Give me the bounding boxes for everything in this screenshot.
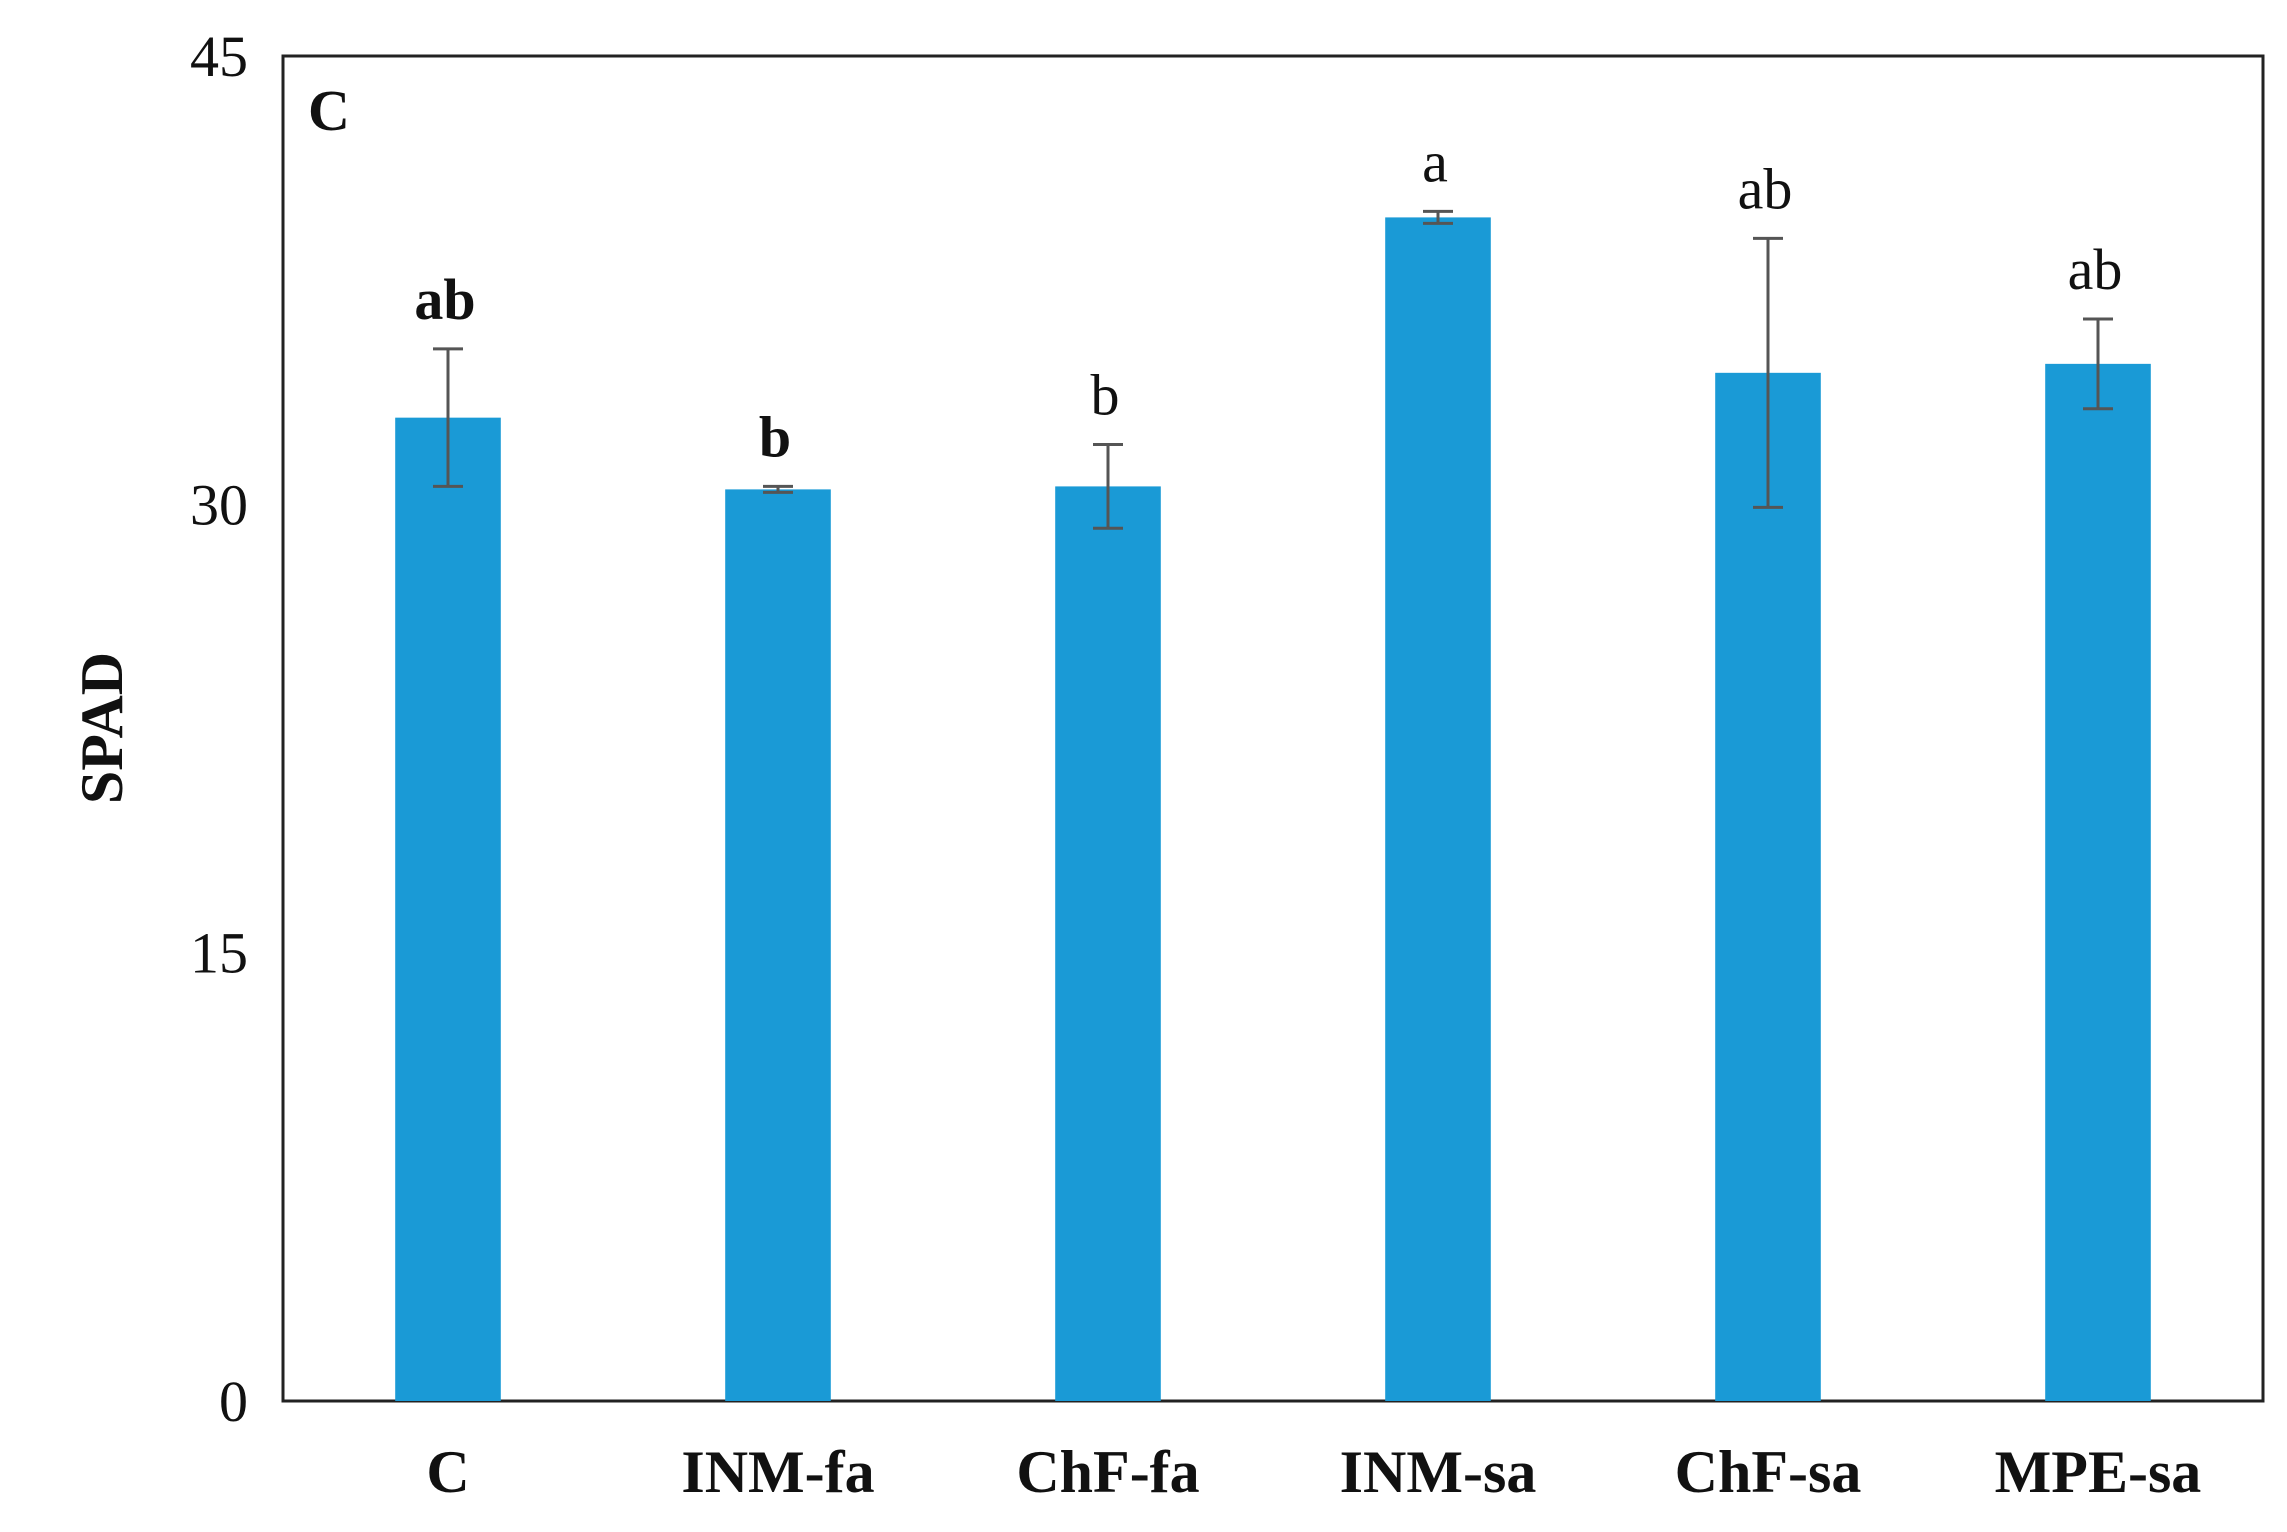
bar-inm-fa bbox=[725, 489, 831, 1401]
error-bar-inm-fa bbox=[763, 484, 793, 494]
y-tick-label: 15 bbox=[190, 921, 248, 986]
x-tick-label: C bbox=[426, 1439, 469, 1505]
significance-label: ab bbox=[2068, 237, 2123, 302]
error-bar-chf-sa bbox=[1753, 236, 1783, 509]
x-tick-label: MPE-sa bbox=[1995, 1439, 2202, 1505]
y-axis-title: SPAD bbox=[69, 652, 135, 804]
bar-inm-sa bbox=[1385, 217, 1491, 1401]
bar-mpe-sa bbox=[2045, 363, 2151, 1401]
significance-label: b bbox=[1091, 363, 1120, 428]
y-tick-label: 0 bbox=[219, 1369, 248, 1434]
significance-label: ab bbox=[1738, 156, 1793, 221]
y-tick-label: 45 bbox=[190, 24, 248, 89]
bar-c bbox=[395, 417, 501, 1402]
error-bar-c bbox=[433, 347, 463, 488]
y-tick-label: 30 bbox=[190, 472, 248, 537]
x-tick-label: INM-fa bbox=[681, 1439, 874, 1505]
significance-label: a bbox=[1422, 129, 1448, 194]
panel-label: C bbox=[308, 78, 350, 143]
bar-chf-sa bbox=[1715, 372, 1821, 1401]
x-tick-label: INM-sa bbox=[1340, 1439, 1537, 1505]
plot-frame bbox=[281, 54, 2265, 1403]
error-bar-mpe-sa bbox=[2083, 317, 2113, 411]
x-tick-label: ChF-sa bbox=[1675, 1439, 1862, 1505]
bar-chf-fa bbox=[1055, 486, 1161, 1401]
significance-label: ab bbox=[414, 267, 475, 332]
error-bar-chf-fa bbox=[1093, 443, 1123, 530]
error-bar-inm-sa bbox=[1423, 209, 1453, 225]
significance-label: b bbox=[759, 404, 791, 469]
x-tick-label: ChF-fa bbox=[1016, 1439, 1199, 1505]
